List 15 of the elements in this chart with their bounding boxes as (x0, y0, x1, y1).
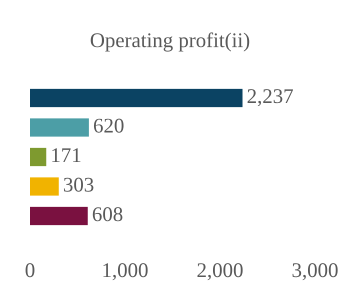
x-tick-label: 3,000 (292, 263, 338, 280)
x-tick-label: 2,000 (197, 263, 243, 280)
x-tick-label: 1,000 (103, 263, 148, 280)
bar (30, 118, 89, 137)
data-label: 303 (64, 178, 94, 192)
bar (30, 88, 243, 108)
data-label: 2,237 (248, 89, 293, 106)
bar (30, 206, 88, 226)
x-tick-label: 0 (26, 263, 34, 278)
data-label: 620 (94, 118, 124, 133)
data-label: 608 (92, 207, 122, 222)
data-label: 171 (52, 148, 80, 162)
bar (30, 148, 46, 166)
bar (30, 177, 59, 196)
chart-title: Operating profit(ii) (90, 32, 250, 52)
